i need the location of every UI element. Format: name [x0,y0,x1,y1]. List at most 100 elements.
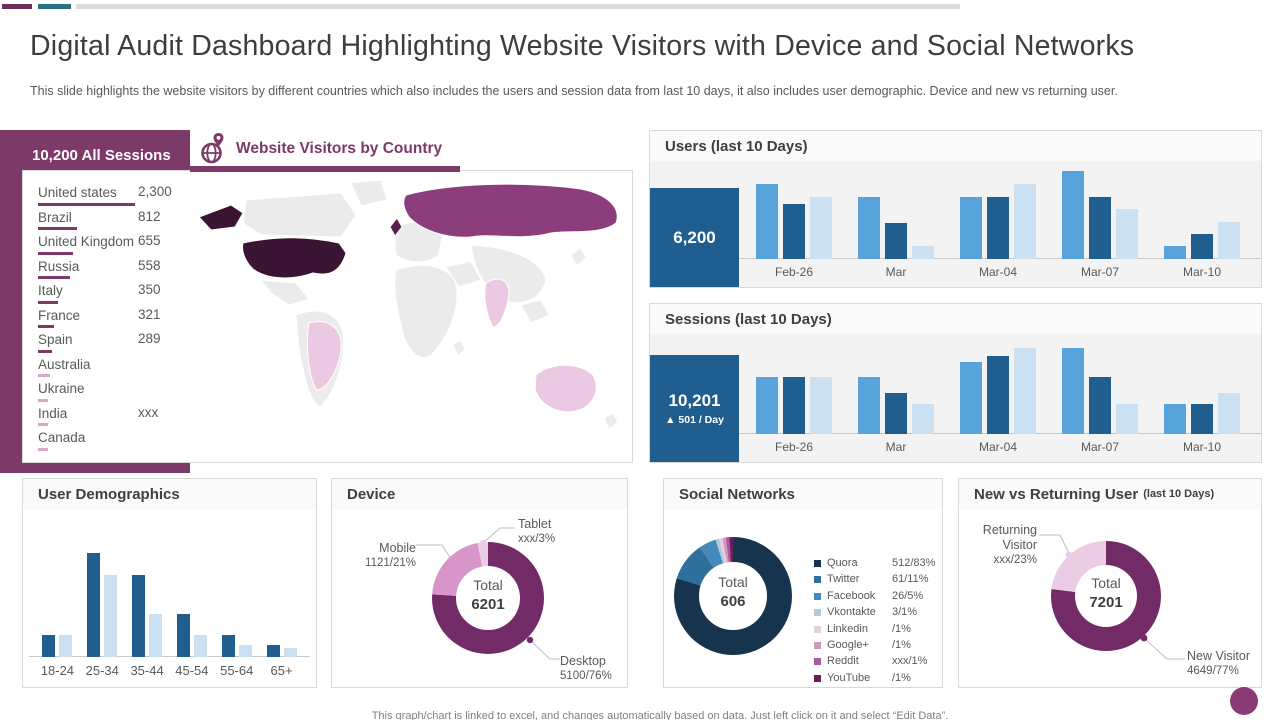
country-value: 655 [138,233,161,248]
bar-stack [214,535,259,657]
bar[interactable] [1191,404,1213,434]
sessions-chart-card[interactable]: Sessions (last 10 Days) 10,201 ▲ 501 / D… [649,303,1262,463]
new-vs-returning-chart-plot[interactable]: Total 7201 Returning Visitor xxx/23% New… [959,509,1261,687]
bar[interactable] [987,196,1009,259]
bar[interactable] [1218,392,1240,434]
country-value: 321 [138,306,161,322]
bar[interactable] [1014,184,1036,259]
bar-stack [169,535,214,657]
legend-label: Google+ [827,638,869,651]
bar[interactable] [1089,196,1111,259]
social-networks-chart-plot[interactable]: Total 606 Quora 512/83% Twitter 61/11% Faceb… [664,509,942,687]
bar[interactable] [783,203,805,259]
new-vs-returning-chart-card[interactable]: New vs Returning User (last 10 Days) Tot… [958,478,1262,688]
legend-row: Quora 512/83% [814,557,938,573]
accent-bar-gray [76,4,960,9]
country-value: 558 [138,257,161,273]
bar-group: 18-24 [35,535,80,687]
bar[interactable] [858,197,880,259]
bar[interactable] [885,222,907,259]
bar-group: Mar [845,344,947,462]
bar[interactable] [960,362,982,434]
sessions-bars[interactable]: Feb-26 Mar Mar-04 Mar-07 Mar-10 [743,344,1253,462]
demographics-chart-card[interactable]: User Demographics 18-24 25-34 35-44 45-54 55… [22,478,317,688]
bar[interactable] [221,635,235,657]
bar[interactable] [1116,208,1138,259]
page-subtitle: This slide highlights the website visito… [30,84,1118,98]
legend-label: Facebook [827,589,876,602]
bar[interactable] [283,648,297,657]
bar[interactable] [238,644,252,657]
bar[interactable] [42,635,56,657]
map-region-japan [570,247,587,267]
bar[interactable] [1089,377,1111,434]
social-donut-center: Total 606 [718,574,748,610]
map-country-usa [242,237,347,279]
country-name: Italy [38,283,63,298]
bar[interactable] [149,614,163,657]
bar[interactable] [885,392,907,434]
bar[interactable] [1116,404,1138,434]
users-bars[interactable]: Feb-26 Mar Mar-04 Mar-07 Mar-10 [743,171,1253,287]
legend-row: Twitter 61/11% [814,573,938,589]
bar[interactable] [810,377,832,434]
country-mini-bar [38,398,48,402]
accent-bar-purple [2,4,32,9]
bar[interactable] [193,635,207,657]
bar[interactable] [810,196,832,259]
bar-category-label: Mar-10 [1182,440,1221,454]
bar[interactable] [912,245,934,259]
demographics-chart-plot[interactable]: 18-24 25-34 35-44 45-54 55-64 65+ [23,509,316,687]
bar[interactable] [858,377,880,434]
users-chart-card[interactable]: Users (last 10 Days) 6,200 Feb-26 Mar Mar-… [649,130,1262,288]
bar[interactable] [987,355,1009,434]
sessions-chart-plot[interactable]: 10,201 ▲ 501 / Day Feb-26 Mar Mar-04 Mar-07… [650,334,1261,462]
bar[interactable] [756,184,778,259]
bar-category-label: 45-54 [175,663,209,678]
social-networks-chart-card[interactable]: Social Networks Total 606 Quora 512/83% Tw… [663,478,943,688]
bar-stack [845,344,947,434]
legend-label: YouTube [827,671,871,684]
country-row: United states 2,300 [38,184,178,209]
bar[interactable] [87,553,101,657]
device-chart-plot[interactable]: Total 6201 Mobile 1121/21% Tablet xxx/3%… [332,509,627,687]
legend-value: /1% [892,638,911,651]
bar[interactable] [1062,171,1084,259]
visitors-by-country-card[interactable]: United states 2,300 Brazil 812 United Kingdo… [22,170,633,463]
bar[interactable] [266,644,280,657]
demographics-bars[interactable]: 18-24 25-34 35-44 45-54 55-64 65+ [35,535,304,687]
bar[interactable] [1164,245,1186,259]
bar[interactable] [59,635,73,657]
map-country-australia [534,364,597,413]
world-map[interactable] [191,175,626,458]
social-donut[interactable] [674,537,792,655]
nvr-donut[interactable] [1051,541,1161,651]
device-chart-card[interactable]: Device Total 6201 Mobile 1121/21% Tablet [331,478,628,688]
bar-group: Feb-26 [743,344,845,462]
bar[interactable] [132,575,146,657]
bar[interactable] [1218,222,1240,259]
country-mini-bar [38,325,54,328]
map-country-india [484,278,510,328]
bar-category-label: 35-44 [130,663,164,678]
legend-row: YouTube/1% [814,672,938,688]
bar[interactable] [1062,347,1084,434]
users-chart-plot[interactable]: 6,200 Feb-26 Mar Mar-04 Mar-07 Mar-10 [650,161,1261,287]
bar-stack [743,171,845,259]
legend-row: Reddit xxx/1% [814,655,938,671]
social-legend: Quora 512/83% Twitter 61/11% Facebook 26/5% Vk… [814,557,938,688]
bar[interactable] [104,575,118,657]
bar[interactable] [176,614,190,657]
country-value: xxx [138,404,159,420]
bar[interactable] [1191,234,1213,259]
bar[interactable] [912,404,934,434]
bar[interactable] [960,196,982,259]
bar[interactable] [783,377,805,434]
bar[interactable] [756,377,778,434]
map-region-madagascar [452,339,466,357]
legend-value: 61/11% [892,573,929,586]
bar[interactable] [1164,404,1186,434]
legend-label: Vkontakte [827,606,876,619]
bar[interactable] [1014,347,1036,434]
